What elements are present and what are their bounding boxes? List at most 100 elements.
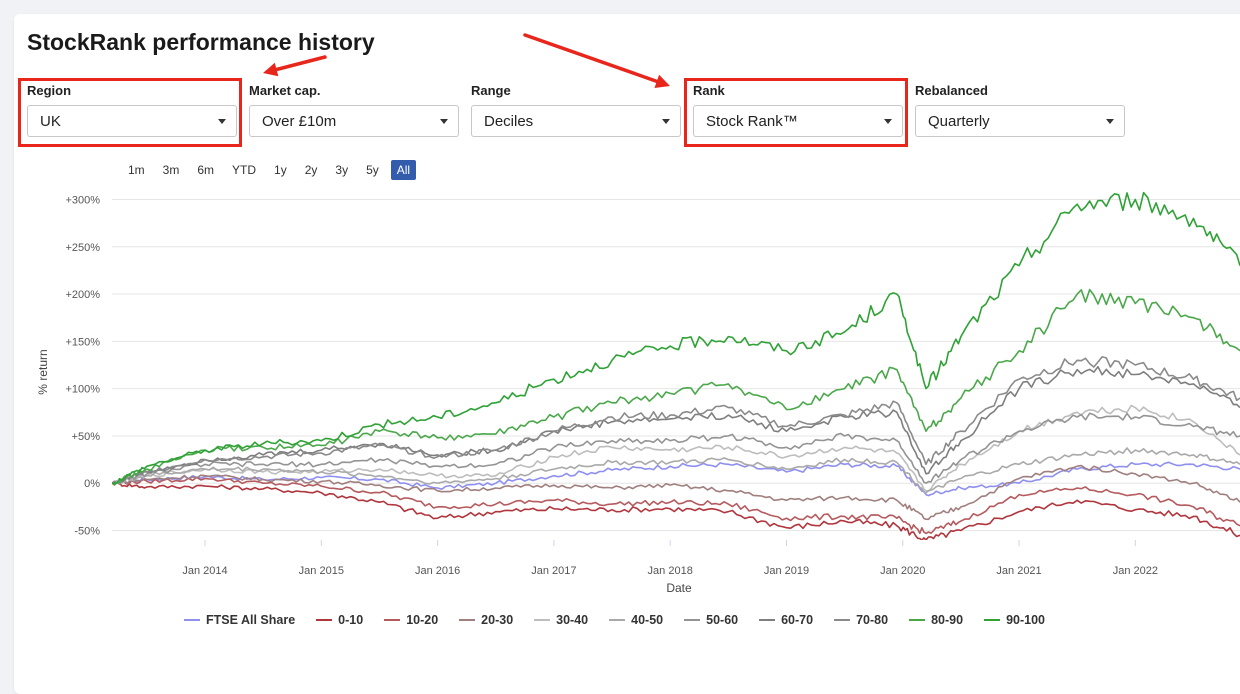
y-tick-label: +200% bbox=[65, 289, 100, 301]
rebalanced-select[interactable]: Quarterly bbox=[915, 105, 1125, 137]
y-tick-label: +300% bbox=[65, 194, 100, 206]
rank-select-value: Stock Rank™ bbox=[706, 112, 798, 130]
series-line-70-80[interactable] bbox=[112, 356, 1240, 484]
legend-swatch bbox=[534, 619, 551, 621]
legend-swatch bbox=[909, 619, 926, 621]
range-button-2y[interactable]: 2y bbox=[304, 163, 318, 177]
caret-down-icon bbox=[218, 119, 226, 124]
y-tick-label: +250% bbox=[65, 242, 100, 254]
range-button-3y[interactable]: 3y bbox=[335, 163, 349, 177]
region-select-value: UK bbox=[40, 112, 61, 130]
rebalanced-select-value: Quarterly bbox=[928, 112, 990, 130]
legend-item-20-30[interactable]: 20-30 bbox=[459, 613, 513, 627]
series-line-80-90[interactable] bbox=[112, 288, 1240, 486]
range-button-6m[interactable]: 6m bbox=[197, 163, 215, 177]
range-button-3m[interactable]: 3m bbox=[162, 163, 180, 177]
legend-swatch bbox=[834, 619, 851, 621]
legend-label: 90-100 bbox=[1006, 613, 1045, 627]
legend-item-60-70[interactable]: 60-70 bbox=[759, 613, 813, 627]
legend-label: 70-80 bbox=[856, 613, 889, 627]
legend-item-10-20[interactable]: 10-20 bbox=[384, 613, 438, 627]
legend-item-30-40[interactable]: 30-40 bbox=[534, 613, 588, 627]
range-button-1m[interactable]: 1m bbox=[128, 163, 145, 177]
annotation-arrows bbox=[263, 33, 670, 88]
legend-label: 0-10 bbox=[338, 613, 364, 627]
legend-item-40-50[interactable]: 40-50 bbox=[609, 613, 663, 627]
range-select-value: Deciles bbox=[484, 112, 534, 130]
y-tick-label: 0% bbox=[84, 478, 100, 490]
legend-swatch bbox=[459, 619, 476, 621]
range-button-5y[interactable]: 5y bbox=[366, 163, 379, 177]
market-cap-select-value: Over £10m bbox=[262, 112, 337, 130]
series-line-20-30[interactable] bbox=[112, 464, 1240, 521]
range-filter: Range Deciles bbox=[471, 83, 681, 137]
legend-swatch bbox=[984, 619, 1001, 621]
rank-label: Rank bbox=[693, 83, 725, 98]
rebalanced-filter: Rebalanced Quarterly bbox=[915, 83, 1125, 137]
legend-label: 50-60 bbox=[706, 613, 739, 627]
legend-swatch bbox=[609, 619, 626, 621]
series-line-0-10[interactable] bbox=[112, 481, 1240, 540]
y-tick-label: +50% bbox=[72, 431, 101, 443]
x-tick-label: Jan 2017 bbox=[531, 565, 576, 577]
rebalanced-label: Rebalanced bbox=[915, 83, 988, 98]
y-axis-title: % return bbox=[36, 349, 50, 394]
page-title: StockRank performance history bbox=[27, 29, 375, 55]
market-cap-filter: Market cap. Over £10m bbox=[249, 83, 459, 137]
series-line-10-20[interactable] bbox=[112, 476, 1240, 535]
region-filter: Region UK bbox=[27, 83, 237, 137]
x-tick-label: Jan 2015 bbox=[299, 565, 344, 577]
market-cap-select[interactable]: Over £10m bbox=[249, 105, 459, 137]
rank-select[interactable]: Stock Rank™ bbox=[693, 105, 903, 137]
chart-legend: FTSE All Share 0-10 10-20 20-30 30-40 40-50 50… bbox=[184, 613, 1066, 627]
caret-down-icon bbox=[662, 119, 670, 124]
legend-item-70-80[interactable]: 70-80 bbox=[834, 613, 888, 627]
x-tick-label: Jan 2019 bbox=[764, 565, 809, 577]
range-button-all[interactable]: All bbox=[390, 160, 417, 180]
series-line-50-60[interactable] bbox=[112, 412, 1240, 485]
series-line-90-100[interactable] bbox=[112, 191, 1240, 484]
caret-down-icon bbox=[884, 119, 892, 124]
legend-label: FTSE All Share bbox=[206, 613, 296, 627]
legend-swatch bbox=[384, 619, 401, 621]
legend-swatch bbox=[316, 619, 333, 621]
series-line-40-50[interactable] bbox=[112, 447, 1240, 494]
x-tick-label: Jan 2016 bbox=[415, 565, 460, 577]
range-label: Range bbox=[471, 83, 511, 98]
range-button-ytd[interactable]: YTD bbox=[232, 163, 257, 177]
legend-label: 10-20 bbox=[406, 613, 439, 627]
market-cap-label: Market cap. bbox=[249, 83, 321, 98]
region-select[interactable]: UK bbox=[27, 105, 237, 137]
legend-label: 20-30 bbox=[481, 613, 514, 627]
arrow-to-region bbox=[263, 55, 327, 77]
rank-filter: Rank Stock Rank™ bbox=[693, 83, 903, 137]
legend-label: 80-90 bbox=[931, 613, 964, 627]
legend-swatch bbox=[759, 619, 776, 621]
x-tick-label: Jan 2021 bbox=[996, 565, 1041, 577]
x-tick-label: Jan 2020 bbox=[880, 565, 925, 577]
x-tick-label: Jan 2022 bbox=[1113, 565, 1158, 577]
legend-swatch bbox=[684, 619, 701, 621]
legend-item-ftse-all-share[interactable]: FTSE All Share bbox=[184, 613, 295, 627]
legend-label: 30-40 bbox=[556, 613, 589, 627]
series-line-60-70[interactable] bbox=[112, 366, 1240, 484]
legend-item-0-10[interactable]: 0-10 bbox=[316, 613, 363, 627]
caret-down-icon bbox=[1106, 119, 1114, 124]
legend-item-80-90[interactable]: 80-90 bbox=[909, 613, 963, 627]
x-axis-title: Date bbox=[666, 581, 692, 595]
range-button-1y[interactable]: 1y bbox=[274, 163, 287, 177]
legend-swatch bbox=[184, 619, 200, 621]
arrow-to-rank bbox=[523, 33, 670, 88]
y-tick-label: +100% bbox=[65, 384, 100, 396]
y-tick-label: +150% bbox=[65, 336, 100, 348]
x-tick-label: Jan 2014 bbox=[182, 565, 227, 577]
caret-down-icon bbox=[440, 119, 448, 124]
legend-item-50-60[interactable]: 50-60 bbox=[684, 613, 738, 627]
legend-item-90-100[interactable]: 90-100 bbox=[984, 613, 1045, 627]
range-select[interactable]: Deciles bbox=[471, 105, 681, 137]
legend-label: 40-50 bbox=[631, 613, 664, 627]
y-tick-label: -50% bbox=[74, 526, 100, 538]
performance-chart: +300% +250% +200% +150% +100% +50% 0% -50% Jan … bbox=[36, 33, 1240, 595]
x-tick-label: Jan 2018 bbox=[648, 565, 693, 577]
range-selector: 1m 3m 6m YTD 1y 2y 3y 5y All bbox=[122, 160, 422, 180]
